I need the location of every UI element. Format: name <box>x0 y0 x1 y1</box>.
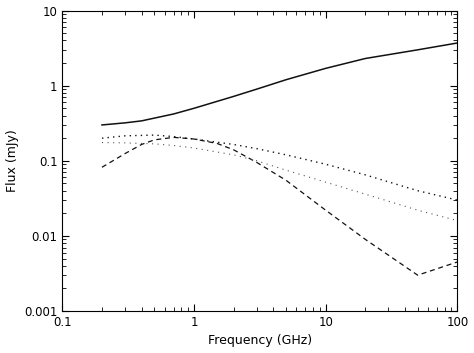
X-axis label: Frequency (GHz): Frequency (GHz) <box>208 334 312 347</box>
Y-axis label: Flux (mJy): Flux (mJy) <box>6 130 18 192</box>
